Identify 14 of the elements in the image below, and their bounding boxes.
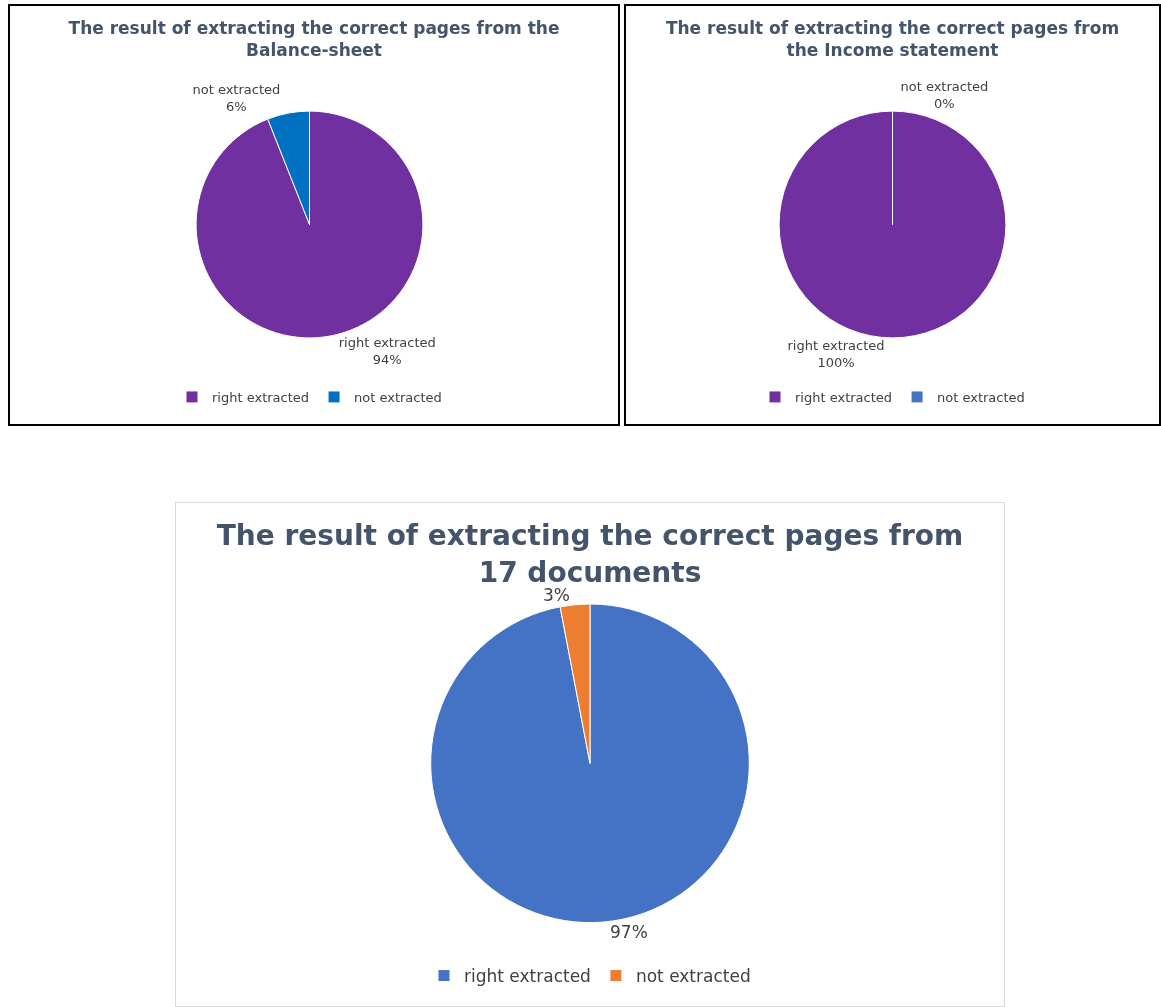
legend-label: right extracted [464, 966, 591, 987]
legend-label: right extracted [795, 390, 893, 406]
chart-title: The result of extracting the correct pages from the Balance-sheet [68, 18, 560, 61]
legend-label: not extracted [635, 966, 751, 987]
data-label: right extracted 100% [787, 337, 885, 370]
pie-slice [195, 110, 424, 339]
legend-label: right extracted [212, 390, 310, 406]
data-label: not extracted 6% [192, 81, 281, 114]
text: not extracted 0% [900, 79, 989, 112]
data-label: right extracted 94% [338, 335, 436, 368]
chart-title: The result of extracting the correct pages from the Income statement [665, 18, 1120, 61]
data-label: 97% [609, 921, 648, 942]
legend-label: not extracted [354, 390, 442, 406]
legend-label: not extracted [937, 390, 1025, 406]
